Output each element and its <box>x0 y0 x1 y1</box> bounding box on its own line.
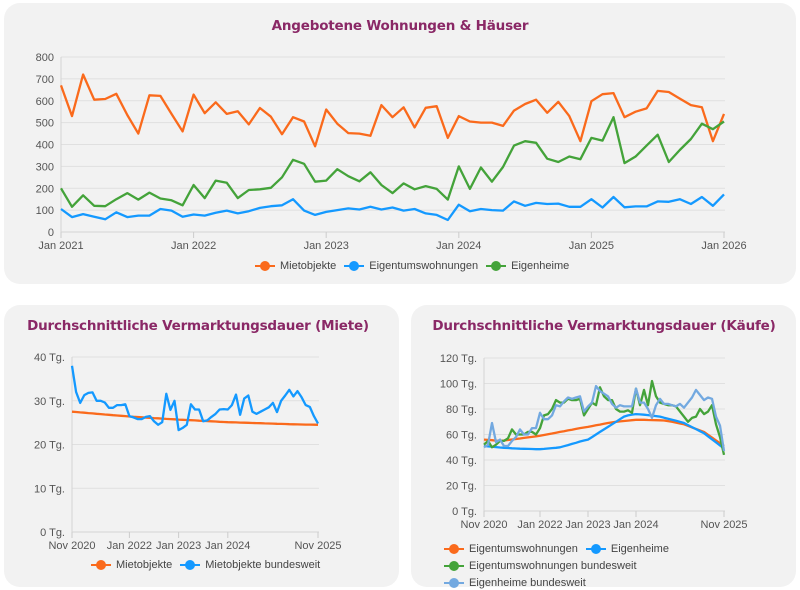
y-tick-label: 200 <box>36 183 54 195</box>
y-tick-label: 40 Tg. <box>446 455 477 467</box>
y-tick-label: 60 Tg. <box>446 430 477 442</box>
y-tick-label: 500 <box>36 118 54 130</box>
series-line-eigentumswohnungen-bundesweit <box>483 379 726 456</box>
y-tick-label: 20 Tg. <box>34 440 65 452</box>
y-tick-label: 0 <box>48 227 54 239</box>
x-tick-label: Nov 2020 <box>460 519 507 531</box>
legend-label: Eigenheime bundesweit <box>469 577 586 589</box>
chart-card-purchase-duration <box>411 305 796 587</box>
legend-label: Eigenheime <box>610 543 669 555</box>
legend-item[interactable]: Eigenheime <box>585 543 669 555</box>
chart-card-listings <box>4 3 796 284</box>
series-line-eigentumswohnungen <box>483 418 725 447</box>
legend-listings: Mietobjekte Eigentumswohnungen Eigenheime <box>255 260 577 272</box>
x-tick-label: Jan 2022 <box>517 519 562 531</box>
x-tick-label: Jan 2024 <box>613 519 658 531</box>
x-tick-label: Jan 2022 <box>107 540 152 552</box>
x-tick-label: Nov 2025 <box>294 540 341 552</box>
legend-label: Eigentumswohnungen <box>469 543 578 555</box>
x-tick-label: Jan 2024 <box>205 540 250 552</box>
legend-purchase-duration: Eigentumswohnungen Eigenheime Eigentumswoh… <box>444 543 784 589</box>
y-tick-label: 300 <box>36 161 54 173</box>
legend-item[interactable]: Mietobjekte bundesweit <box>180 559 320 571</box>
x-tick-label: Jan 2024 <box>436 240 481 252</box>
legend-item[interactable]: Mietobjekte <box>255 260 336 272</box>
x-tick-label: Jan 2023 <box>156 540 201 552</box>
y-tick-label: 120 Tg. <box>440 353 477 365</box>
legend-item[interactable]: Mietobjekte <box>91 559 172 571</box>
series-line-eigenheime <box>483 412 725 451</box>
y-tick-label: 30 Tg. <box>34 396 65 408</box>
x-tick-label: Jan 2022 <box>171 240 216 252</box>
series-line-eigenheime-bundesweit <box>483 384 726 452</box>
legend-label: Mietobjekte <box>280 260 337 272</box>
series-line-mietobjekte <box>59 73 726 148</box>
y-tick-label: 800 <box>36 52 54 64</box>
series-line-eigenheime <box>60 116 725 208</box>
legend-marker-icon <box>444 578 464 588</box>
x-tick-label: Jan 2023 <box>304 240 349 252</box>
y-tick-label: 0 Tg. <box>40 527 65 539</box>
y-tick-label: 600 <box>36 96 54 108</box>
legend-marker-icon <box>444 561 464 571</box>
legend-marker-icon <box>344 261 365 271</box>
series-line-mietobjekte <box>71 410 319 426</box>
y-tick-label: 100 <box>36 205 54 217</box>
legend-marker-icon <box>444 544 464 554</box>
series-line-eigentumswohnungen <box>60 193 725 222</box>
chart-title-purchase-duration: Durchschnittliche Vermarktungsdauer (Käu… <box>432 318 776 334</box>
y-tick-label: 400 <box>36 140 54 152</box>
y-tick-label: 20 Tg. <box>446 481 477 493</box>
legend-marker-icon <box>486 261 507 271</box>
legend-label: Mietobjekte bundesweit <box>205 559 321 571</box>
y-tick-label: 700 <box>36 74 54 86</box>
x-tick-label: Jan 2023 <box>565 519 610 531</box>
x-tick-label: Jan 2021 <box>38 240 83 252</box>
legend-marker-icon <box>255 261 275 271</box>
y-tick-label: 0 Tg. <box>452 506 477 518</box>
legend-label: Eigenheime <box>511 260 570 272</box>
legend-label: Mietobjekte <box>116 559 173 571</box>
legend-marker-icon <box>91 560 111 570</box>
y-tick-label: 10 Tg. <box>34 483 65 495</box>
legend-rent-duration: Mietobjekte Mietobjekte bundesweit <box>91 559 328 571</box>
x-tick-label: Nov 2025 <box>700 519 747 531</box>
legend-item[interactable]: Eigentumswohnungen <box>444 543 578 555</box>
series-line-mietobjekte-bundesweit <box>70 365 320 432</box>
y-tick-label: 40 Tg. <box>34 352 65 364</box>
legend-label: Eigentumswohnungen bundesweit <box>469 560 637 572</box>
y-tick-label: 100 Tg. <box>440 379 477 391</box>
legend-item[interactable]: Eigentumswohnungen bundesweit <box>444 560 637 572</box>
legend-item[interactable]: Eigenheime <box>486 260 569 272</box>
chart-title-listings: Angebotene Wohnungen & Häuser <box>271 18 529 34</box>
legend-marker-icon <box>180 560 201 570</box>
legend-marker-icon <box>585 544 606 554</box>
chart-title-rent-duration: Durchschnittliche Vermarktungsdauer (Mie… <box>27 318 369 334</box>
x-tick-label: Jan 2025 <box>569 240 614 252</box>
x-tick-label: Nov 2020 <box>48 540 95 552</box>
legend-item[interactable]: Eigenheime bundesweit <box>444 577 586 589</box>
chart-card-rent-duration <box>4 305 399 587</box>
legend-label: Eigentumswohnungen <box>369 260 479 272</box>
x-tick-label: Jan 2026 <box>701 240 746 252</box>
y-tick-label: 80 Tg. <box>446 404 477 416</box>
legend-item[interactable]: Eigentumswohnungen <box>344 260 478 272</box>
